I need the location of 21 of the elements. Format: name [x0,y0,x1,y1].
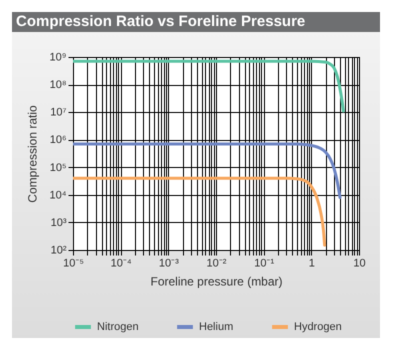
x-tick-label: 10 [353,258,366,270]
x-tick-label: 10⁻⁵ [63,258,84,270]
y-tick-label: 10² [50,244,67,256]
y-tick-label: 10⁷ [50,106,67,119]
chart-title: Compression Ratio vs Foreline Pressure [12,12,380,32]
legend-label: Hydrogen [294,321,342,333]
y-tick-label: 10⁸ [50,79,66,92]
y-tick-label: 10⁴ [50,189,67,202]
legend-label: Helium [199,321,234,333]
x-tick-label: 10⁻³ [158,258,180,270]
x-tick-label: 10⁻² [206,258,227,270]
y-tick-label: 10³ [50,216,67,229]
y-tick-label: 10⁶ [50,134,66,146]
x-tick-label: 1 [308,258,315,270]
x-tick-label: 10⁻¹ [254,258,274,270]
legend-label: Nitrogen [97,321,139,333]
x-axis-title: Foreline pressure (mbar) [150,274,283,288]
x-tick-label: 10⁻⁴ [110,258,132,270]
y-axis-title: Compression ratio [26,104,40,203]
y-tick-label: 10⁵ [50,162,66,174]
y-tick-label: 10⁹ [50,52,66,64]
